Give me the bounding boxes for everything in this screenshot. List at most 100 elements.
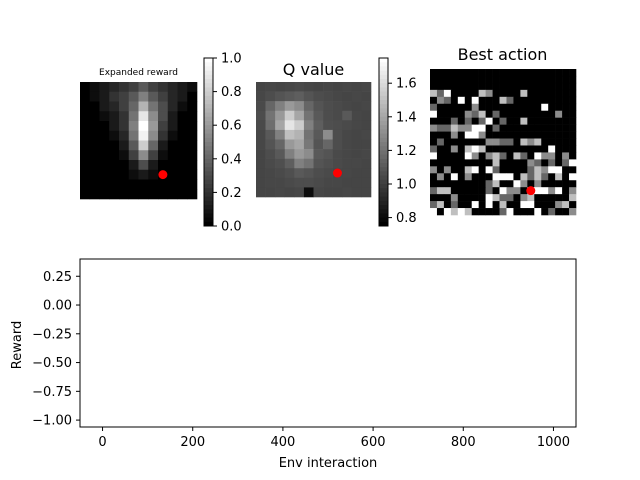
heatmap-cell xyxy=(138,130,149,141)
heatmap-cell xyxy=(177,140,188,151)
expanded-reward-heatmap xyxy=(80,82,198,200)
heatmap-cell xyxy=(478,75,486,84)
heatmap-cell xyxy=(457,145,466,153)
heatmap-cell xyxy=(313,187,324,198)
heatmap-cell xyxy=(323,91,333,102)
heatmap-cell xyxy=(284,149,295,159)
heatmap-cell xyxy=(569,145,577,153)
heatmap-cell xyxy=(313,129,324,140)
heatmap-cell xyxy=(485,152,493,160)
heatmap-cell xyxy=(294,149,305,159)
colorbar-segment xyxy=(379,171,388,176)
heatmap-cell xyxy=(430,110,438,118)
heatmap-cell xyxy=(485,173,493,181)
heatmap-cell xyxy=(492,201,500,209)
heatmap-cell xyxy=(256,158,266,169)
heatmap-cell xyxy=(527,110,535,118)
heatmap-cell xyxy=(534,173,542,181)
heatmap-cell xyxy=(167,101,178,112)
heatmap-cell xyxy=(313,149,324,159)
colorbar-segment xyxy=(379,175,388,181)
heatmap-cell xyxy=(99,130,110,141)
heatmap-cell xyxy=(541,69,549,77)
colorbar-segment xyxy=(379,158,388,164)
colorbar-segment xyxy=(379,146,388,151)
heatmap-cell xyxy=(119,121,130,132)
heatmap-cell xyxy=(284,82,295,92)
heatmap-cell xyxy=(506,173,514,181)
heatmap-cell xyxy=(351,101,362,112)
colorbar-segment xyxy=(204,70,213,76)
heatmap-cell xyxy=(430,187,438,195)
heatmap-cell xyxy=(323,139,333,150)
y-tick-label: −1.00 xyxy=(32,414,72,429)
colorbar-tick-label: 1.0 xyxy=(221,52,242,67)
heatmap-cell xyxy=(89,169,100,180)
heatmap-cell xyxy=(167,91,178,102)
heatmap-cell xyxy=(138,111,149,122)
expanded-reward-colorbar: 0.0 0.2 0.4 0.6 0.8 1.0 xyxy=(203,52,242,235)
heatmap-cell xyxy=(471,194,479,202)
heatmap-cell xyxy=(284,139,295,150)
heatmap-cell xyxy=(436,131,445,139)
heatmap-cell xyxy=(562,152,570,160)
heatmap-cell xyxy=(548,208,556,216)
heatmap-cell xyxy=(138,150,149,161)
heatmap-cell xyxy=(548,180,556,188)
heatmap-cell xyxy=(361,139,372,150)
colorbar-tick-label: 0.0 xyxy=(221,220,242,235)
q-value-title: Q value xyxy=(283,60,344,79)
heatmap-cell xyxy=(275,139,286,150)
heatmap-cell xyxy=(513,180,521,188)
heatmap-cell xyxy=(527,145,535,153)
heatmap-cell xyxy=(485,180,493,188)
heatmap-cell xyxy=(303,177,314,188)
heatmap-cell xyxy=(520,69,528,77)
heatmap-cell xyxy=(294,187,305,198)
heatmap-cell xyxy=(265,139,276,150)
heatmap-cell xyxy=(303,149,314,159)
heatmap-cell xyxy=(361,120,372,131)
colorbar-segment xyxy=(379,129,388,134)
heatmap-cell xyxy=(555,131,563,139)
heatmap-cell xyxy=(548,145,556,153)
heatmap-cell xyxy=(555,166,563,174)
heatmap-cell xyxy=(569,75,577,84)
heatmap-cell xyxy=(506,117,514,125)
heatmap-cell xyxy=(520,117,528,125)
heatmap-cell xyxy=(430,159,438,167)
heatmap-cell xyxy=(89,160,100,171)
heatmap-cell xyxy=(457,180,466,188)
heatmap-cell xyxy=(167,130,178,141)
heatmap-cell xyxy=(265,177,276,188)
colorbar-segment xyxy=(379,58,388,63)
heatmap-cell xyxy=(562,75,570,84)
heatmap-cell xyxy=(499,201,507,209)
heatmap-cell xyxy=(187,111,198,122)
heatmap-cell xyxy=(548,75,556,84)
heatmap-cell xyxy=(256,187,266,198)
heatmap-cell xyxy=(478,103,486,112)
heatmap-cell xyxy=(506,201,514,209)
heatmap-cell xyxy=(167,111,178,122)
heatmap-cell xyxy=(457,152,466,160)
heatmap-cell xyxy=(265,91,276,102)
heatmap-cell xyxy=(303,101,314,112)
heatmap-cell xyxy=(109,179,120,190)
heatmap-cell xyxy=(275,82,286,92)
heatmap-cell xyxy=(506,75,514,84)
heatmap-cell xyxy=(464,208,473,216)
heatmap-cell xyxy=(148,82,159,93)
heatmap-cell xyxy=(158,91,169,102)
heatmap-cell xyxy=(351,168,362,179)
heatmap-cell xyxy=(177,130,188,141)
heatmap-cell xyxy=(128,160,139,171)
heatmap-cell xyxy=(256,120,266,131)
heatmap-cell xyxy=(527,103,535,112)
heatmap-cell xyxy=(99,169,110,180)
heatmap-cell xyxy=(313,177,324,188)
colorbar-segment xyxy=(204,83,213,88)
heatmap-cell xyxy=(265,82,276,92)
heatmap-cell xyxy=(167,179,178,190)
heatmap-cell xyxy=(138,82,149,93)
